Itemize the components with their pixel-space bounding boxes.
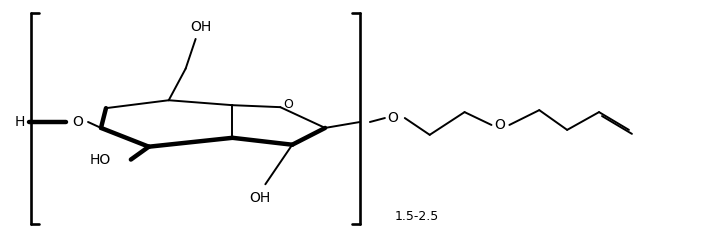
Text: OH: OH [190, 20, 211, 34]
Text: O: O [284, 98, 293, 111]
Text: O: O [72, 115, 84, 129]
Text: OH: OH [250, 191, 271, 205]
Text: 1.5-2.5: 1.5-2.5 [395, 210, 439, 223]
Text: O: O [387, 111, 398, 125]
Text: H: H [14, 115, 25, 129]
Text: HO: HO [90, 152, 111, 166]
Text: O: O [494, 118, 505, 132]
